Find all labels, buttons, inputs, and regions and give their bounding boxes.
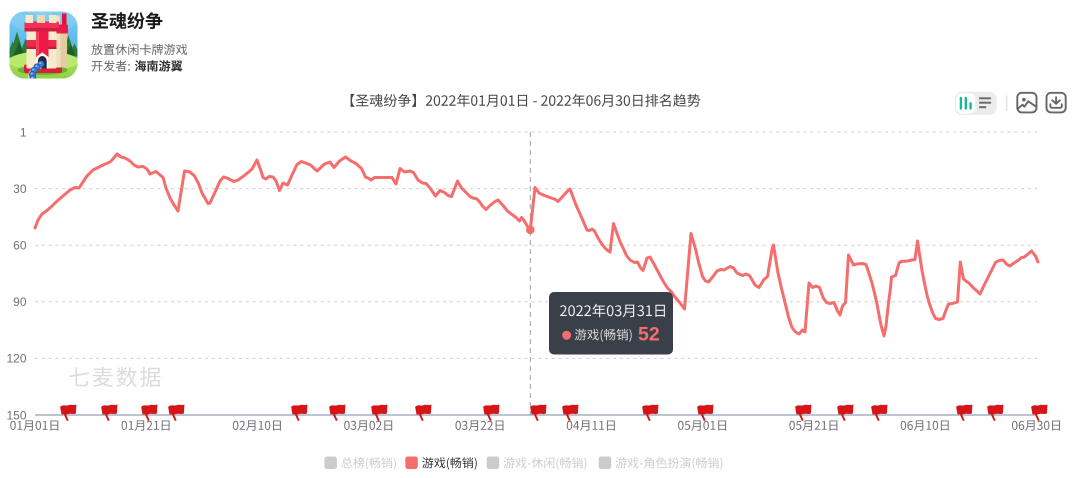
svg-text:52: 52 xyxy=(638,324,660,346)
svg-text:120: 120 xyxy=(6,352,26,366)
svg-text:30: 30 xyxy=(13,182,27,196)
svg-text:90: 90 xyxy=(13,295,27,309)
svg-text:150: 150 xyxy=(6,408,26,422)
svg-text:60: 60 xyxy=(13,239,27,253)
svg-text:1: 1 xyxy=(20,125,27,139)
